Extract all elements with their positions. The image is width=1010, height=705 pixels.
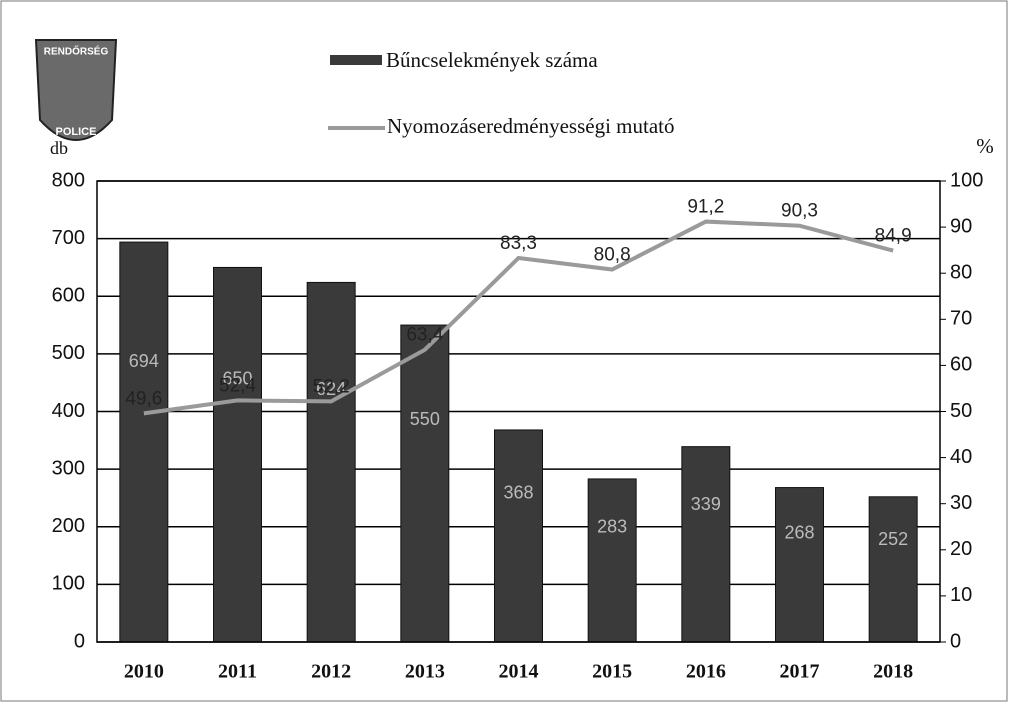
- x-tick-label: 2016: [686, 661, 726, 683]
- logo-shield: [34, 39, 118, 141]
- bar: [775, 487, 824, 643]
- x-tick-label: 2017: [780, 661, 820, 683]
- x-tick-label: 2018: [873, 661, 913, 683]
- legend-label: Nyomozáseredményességi mutató: [387, 114, 675, 138]
- legend-swatch: [330, 55, 382, 65]
- line-value-label: 90,3: [781, 201, 818, 222]
- bar-value-label: 550: [410, 409, 440, 429]
- logo: RENDŐRSÉG POLICE: [34, 39, 118, 141]
- line-value-label: 91,2: [687, 197, 724, 218]
- y-tick-label: 600: [52, 285, 85, 307]
- line-value-label: 49,6: [125, 388, 162, 409]
- logo-top-text: RENDŐRSÉG: [44, 45, 109, 58]
- bar-value-label: 650: [222, 369, 252, 389]
- y2-tick-label: 20: [950, 538, 972, 560]
- y2-axis-label: %: [976, 134, 994, 158]
- line-value-label: 63,4: [406, 325, 443, 346]
- bar: [119, 241, 169, 643]
- line-value-label: 52,4: [219, 375, 256, 396]
- x-tick-label: 2015: [592, 661, 632, 683]
- y-tick-label: 300: [52, 457, 85, 479]
- y-tick-label: 800: [52, 169, 85, 191]
- line-value-label: 52,2: [313, 376, 350, 397]
- y-tick-label: 400: [52, 400, 85, 422]
- bar-value-label: 368: [503, 482, 533, 502]
- y2-tick-label: 100: [950, 169, 983, 191]
- y2-tick-label: 80: [950, 261, 972, 283]
- bar: [306, 281, 356, 643]
- y2-tick-label: 60: [950, 354, 972, 376]
- y2-tick-label: 10: [950, 584, 972, 606]
- bar: [213, 266, 262, 643]
- plot-border: [96, 180, 941, 643]
- y-tick-label: 700: [52, 227, 85, 249]
- y2-tick-label: 40: [950, 446, 972, 468]
- bar: [400, 324, 450, 643]
- bar-value-label: 268: [784, 523, 814, 543]
- y-tick-label: 0: [74, 630, 85, 652]
- logo-bottom-text: POLICE: [56, 126, 97, 138]
- y2-tick-label: 30: [950, 492, 972, 514]
- y2-tick-label: 0: [950, 630, 961, 652]
- bar-value-label: 283: [597, 517, 627, 537]
- y-tick-label: 500: [52, 342, 85, 364]
- y2-tick-label: 50: [950, 400, 972, 422]
- x-tick-label: 2012: [311, 661, 351, 683]
- x-tick-label: 2013: [405, 661, 445, 683]
- bar: [494, 429, 543, 643]
- line-value-label: 80,8: [594, 245, 631, 266]
- y-axis-label: db: [50, 138, 68, 158]
- bar: [868, 496, 918, 643]
- y2-tick-label: 70: [950, 308, 972, 330]
- bar: [681, 446, 731, 643]
- bar-value-label: 252: [878, 529, 908, 549]
- legend-label: Bűncselekmények száma: [386, 48, 598, 72]
- y-tick-label: 200: [52, 515, 85, 537]
- line-value-label: 83,3: [500, 233, 537, 254]
- bar-value-label: 624: [316, 379, 346, 399]
- bar-value-label: 694: [129, 351, 159, 371]
- bar: [587, 478, 637, 643]
- line: [143, 219, 894, 416]
- x-tick-label: 2010: [124, 661, 164, 683]
- x-tick-label: 2011: [218, 661, 257, 683]
- y2-tick-label: 90: [950, 215, 972, 237]
- bar-value-label: 339: [691, 494, 721, 514]
- line-value-label: 84,9: [875, 226, 912, 247]
- y-tick-label: 100: [52, 573, 85, 595]
- x-tick-label: 2014: [499, 661, 539, 683]
